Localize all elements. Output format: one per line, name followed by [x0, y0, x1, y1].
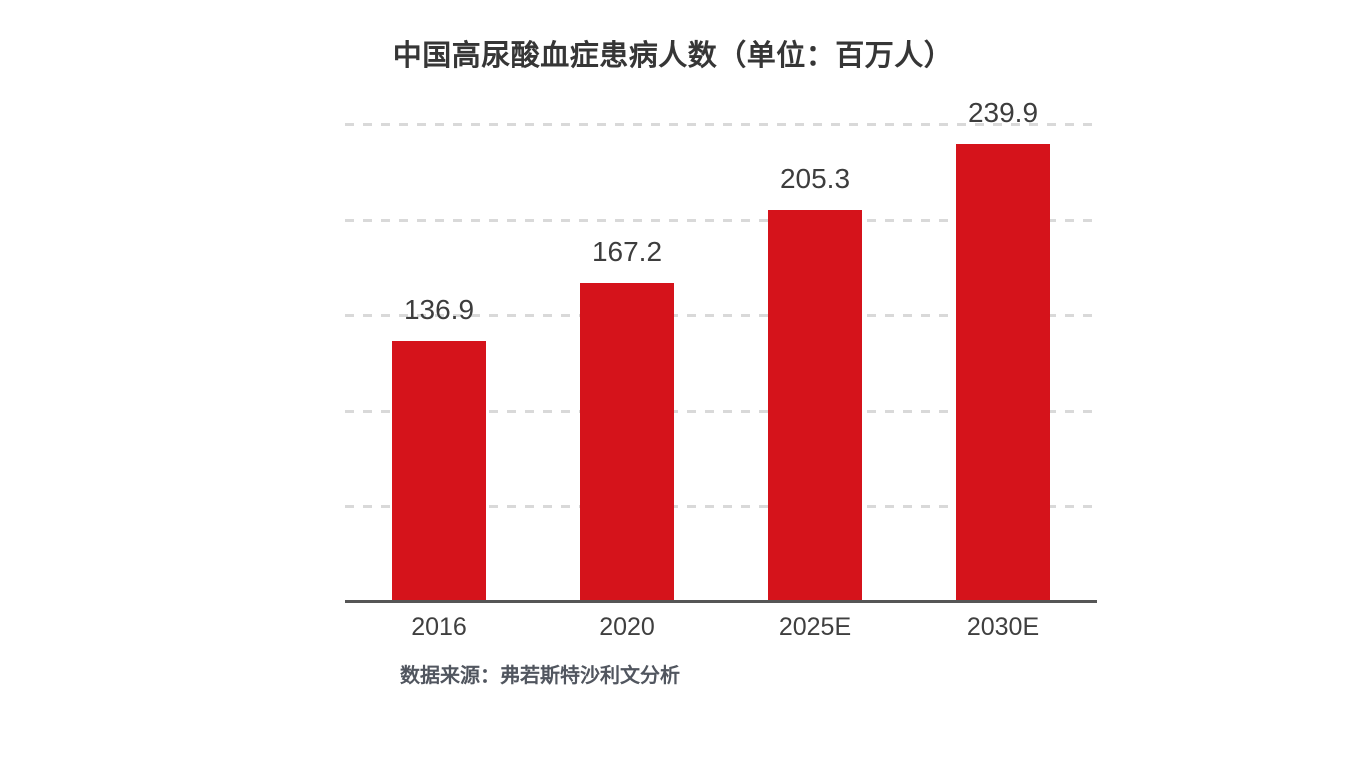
plot-area: 136.9 167.2 205.3 239.9 — [345, 96, 1097, 603]
value-label-2030E: 239.9 — [967, 96, 1039, 128]
value-label-2025E: 205.3 — [779, 162, 851, 194]
gridline-100 — [345, 409, 1097, 413]
bar-2016 — [392, 340, 486, 602]
x-label-2020: 2020 — [599, 613, 655, 641]
gridline-200 — [345, 218, 1097, 222]
gridline-250 — [345, 123, 1097, 126]
source-note: 数据来源：弗若斯特沙利文分析 — [400, 665, 680, 687]
bar-2025E — [768, 209, 862, 602]
gridline-150 — [345, 314, 1097, 317]
x-label-2025E: 2025E — [778, 613, 852, 641]
x-label-2016: 2016 — [411, 613, 467, 641]
bar-2020 — [580, 282, 674, 602]
x-axis-line — [345, 600, 1097, 603]
value-label-2016: 136.9 — [403, 293, 475, 325]
value-label-2020: 167.2 — [591, 235, 663, 267]
x-label-2030E: 2030E — [966, 613, 1040, 641]
x-axis-labels: 2016 2020 2025E 2030E — [345, 613, 1097, 645]
gridline-50 — [345, 505, 1097, 508]
chart-title: 中国高尿酸血症患病人数（单位：百万人） — [392, 40, 954, 72]
bar-2030E — [956, 143, 1050, 602]
